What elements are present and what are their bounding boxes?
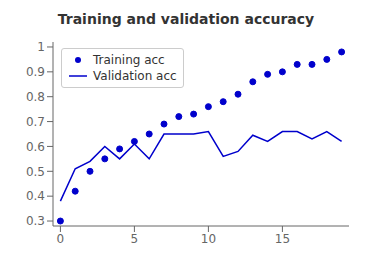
- html-text:Validation acc: Validation acc: [93, 69, 177, 83]
- svg-text:15: 15: [275, 232, 290, 246]
- html-text:Training acc: Training acc: [93, 53, 165, 67]
- svg-text:0.4: 0.4: [26, 189, 45, 203]
- svg-text:0.6: 0.6: [26, 140, 45, 154]
- svg-text:0.8: 0.8: [26, 90, 45, 104]
- svg-text:0.3: 0.3: [26, 214, 45, 228]
- svg-text:0.7: 0.7: [26, 115, 45, 129]
- svg-text:10: 10: [201, 232, 216, 246]
- svg-text:0: 0: [57, 232, 65, 246]
- html-text:Training and validation accura: Training and validation accuracy: [57, 11, 315, 27]
- svg-text:5: 5: [131, 232, 139, 246]
- svg-text:0.9: 0.9: [26, 65, 45, 79]
- svg-text:1: 1: [37, 40, 45, 54]
- svg-text:0.5: 0.5: [26, 165, 45, 179]
